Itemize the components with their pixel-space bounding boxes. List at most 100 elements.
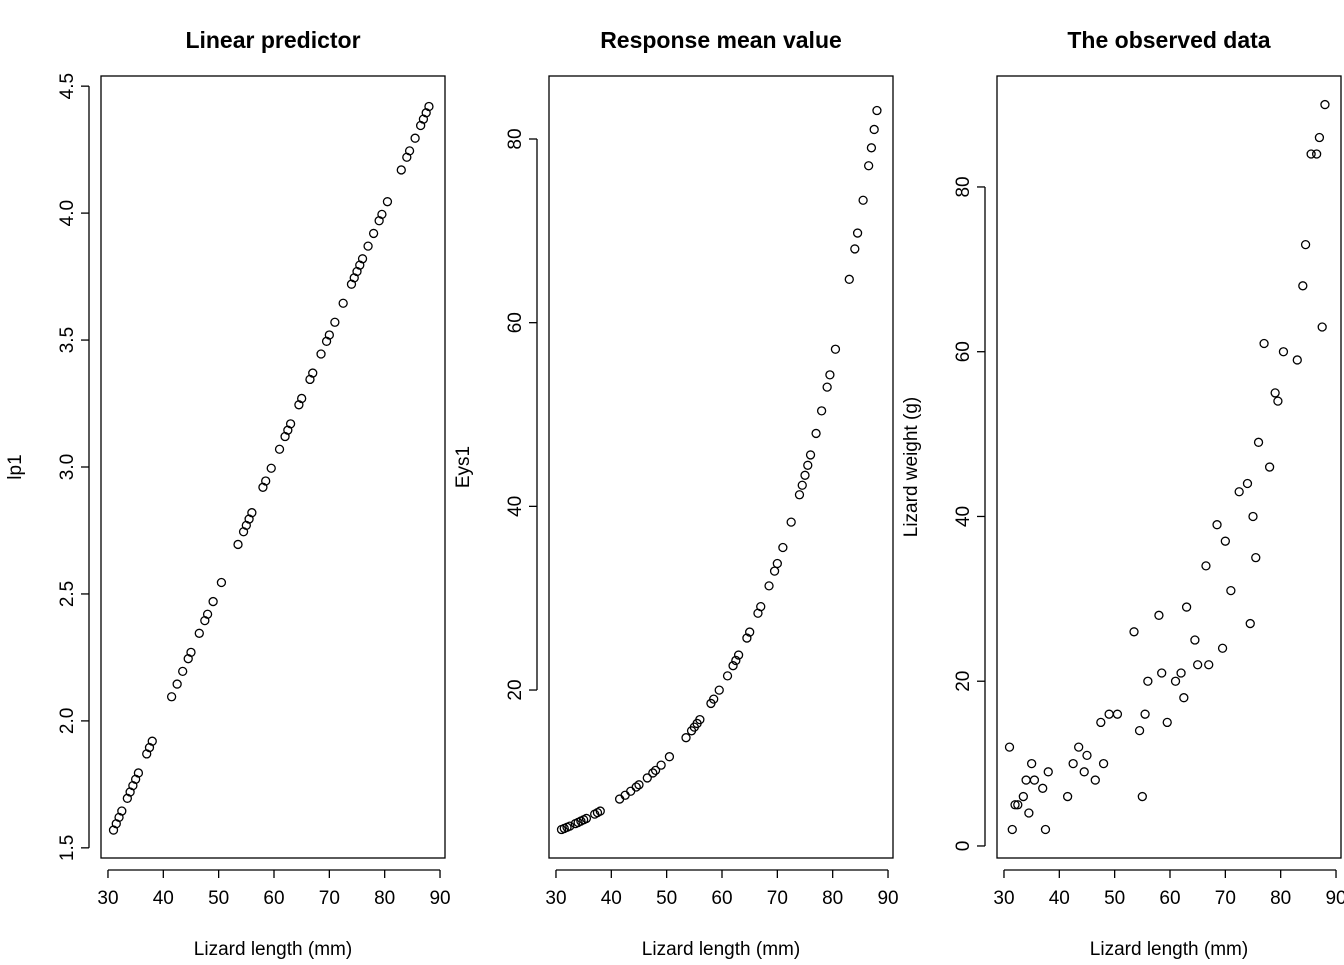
y-tick-label: 2.5 bbox=[57, 581, 78, 607]
x-tick-label: 60 bbox=[263, 888, 284, 909]
point bbox=[194, 628, 204, 638]
point bbox=[1201, 561, 1211, 571]
point bbox=[1104, 709, 1114, 719]
point bbox=[811, 428, 821, 439]
point bbox=[208, 596, 218, 607]
point bbox=[1300, 239, 1311, 250]
point bbox=[1024, 808, 1034, 818]
y-axis-label: lp1 bbox=[5, 454, 26, 479]
point bbox=[117, 806, 127, 816]
point bbox=[1021, 775, 1031, 785]
point bbox=[745, 627, 755, 637]
point bbox=[247, 508, 257, 518]
point bbox=[772, 558, 782, 569]
x-tick-label: 60 bbox=[711, 888, 732, 909]
point bbox=[581, 813, 592, 824]
point bbox=[1137, 791, 1147, 802]
point bbox=[172, 679, 182, 689]
point bbox=[1154, 610, 1164, 620]
point bbox=[816, 406, 827, 416]
x-tick-label: 40 bbox=[153, 888, 174, 909]
point bbox=[266, 463, 276, 473]
point bbox=[1220, 536, 1230, 546]
point bbox=[1170, 676, 1181, 686]
y-tick-label: 1.5 bbox=[57, 835, 78, 861]
point bbox=[1074, 742, 1084, 752]
point bbox=[631, 782, 641, 792]
point bbox=[733, 650, 744, 660]
point bbox=[1253, 437, 1264, 447]
y-tick-label: 3.0 bbox=[57, 454, 78, 480]
point bbox=[695, 714, 705, 725]
point bbox=[316, 349, 326, 359]
chart-title: The observed data bbox=[1067, 27, 1270, 53]
point bbox=[681, 733, 691, 743]
point bbox=[1234, 487, 1244, 497]
point bbox=[1038, 783, 1048, 793]
y-tick-label: 3.5 bbox=[57, 327, 78, 353]
point bbox=[1090, 775, 1100, 785]
x-tick-label: 90 bbox=[877, 888, 898, 909]
point bbox=[1248, 511, 1258, 522]
x-tick-label: 90 bbox=[429, 888, 450, 909]
point bbox=[1134, 725, 1145, 736]
point bbox=[1270, 388, 1280, 398]
point bbox=[147, 736, 157, 746]
point bbox=[1179, 693, 1189, 703]
y-axis-label: Eys1 bbox=[453, 446, 474, 488]
x-axis-label: Lizard length (mm) bbox=[194, 939, 352, 960]
point bbox=[852, 228, 863, 238]
point bbox=[233, 539, 243, 550]
point bbox=[642, 773, 652, 783]
point bbox=[863, 161, 874, 171]
point bbox=[1226, 585, 1236, 596]
point bbox=[324, 330, 334, 340]
point bbox=[133, 768, 144, 778]
point bbox=[1306, 149, 1316, 159]
point bbox=[1007, 824, 1017, 835]
y-axis-label: Lizard weight (g) bbox=[901, 397, 922, 537]
x-tick-label: 90 bbox=[1325, 888, 1344, 909]
x-tick-label: 30 bbox=[545, 888, 566, 909]
point bbox=[769, 566, 780, 576]
point bbox=[822, 382, 832, 392]
y-tick-label: 40 bbox=[505, 496, 526, 517]
x-tick-label: 70 bbox=[767, 888, 788, 909]
point bbox=[830, 344, 841, 354]
point bbox=[1259, 338, 1269, 349]
point bbox=[1157, 668, 1167, 678]
point bbox=[866, 143, 877, 153]
point bbox=[261, 476, 271, 486]
point bbox=[709, 694, 719, 704]
x-tick-label: 30 bbox=[97, 888, 118, 909]
point bbox=[1292, 355, 1302, 365]
point bbox=[872, 105, 882, 116]
point bbox=[363, 241, 373, 251]
point bbox=[742, 633, 752, 643]
point bbox=[382, 197, 393, 207]
point bbox=[1062, 791, 1073, 802]
point bbox=[1140, 709, 1150, 719]
point bbox=[1162, 717, 1172, 728]
point bbox=[330, 317, 340, 327]
point bbox=[786, 517, 796, 527]
point bbox=[1043, 767, 1053, 777]
point bbox=[648, 768, 658, 778]
chart-title: Linear predictor bbox=[185, 27, 360, 53]
y-tick-label: 80 bbox=[505, 128, 526, 149]
point bbox=[1082, 750, 1092, 761]
point bbox=[297, 393, 307, 404]
point bbox=[626, 786, 636, 796]
y-tick-label: 40 bbox=[953, 506, 974, 527]
point bbox=[1096, 717, 1106, 728]
point bbox=[728, 661, 738, 671]
x-axis-label: Lizard length (mm) bbox=[1090, 939, 1248, 960]
point bbox=[1004, 742, 1015, 752]
point bbox=[368, 228, 379, 239]
point bbox=[858, 195, 868, 205]
y-tick-label: 4.0 bbox=[57, 200, 78, 226]
point bbox=[1204, 660, 1214, 670]
point bbox=[794, 490, 805, 500]
plot-frame bbox=[996, 75, 1342, 859]
point bbox=[800, 470, 810, 480]
